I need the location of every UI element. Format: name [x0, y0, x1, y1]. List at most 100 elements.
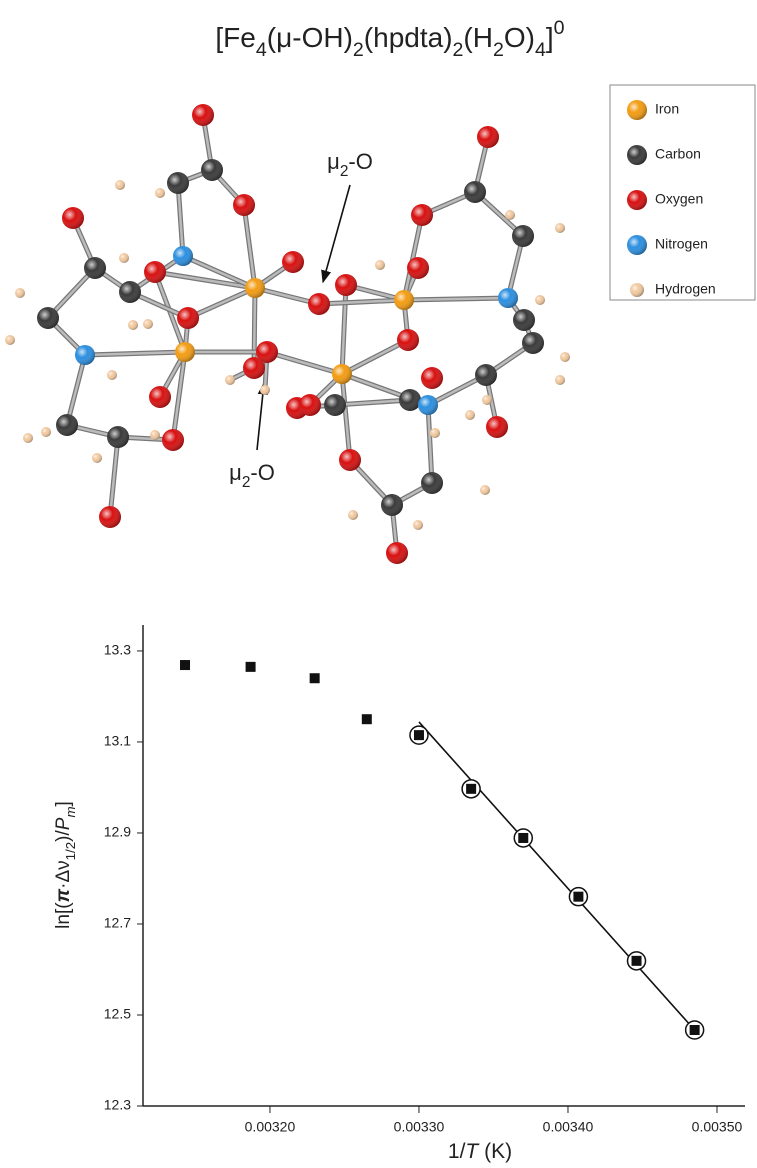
- atom-shine: [175, 342, 195, 362]
- bond: [333, 398, 412, 407]
- legend-swatch-shine: [627, 100, 647, 120]
- bond: [252, 286, 257, 370]
- point: [573, 891, 584, 902]
- atom-shine: [233, 194, 255, 216]
- atom-shine: [308, 293, 330, 315]
- annotation-part: 2: [340, 163, 349, 180]
- atom-shine: [418, 395, 438, 415]
- atom-shine: [256, 341, 278, 363]
- point: [361, 714, 372, 725]
- x-tick-label: 0.00320: [245, 1119, 296, 1135]
- y-tick-label: 12.3: [104, 1097, 131, 1113]
- legend-label: Nitrogen: [655, 236, 708, 252]
- y-axis-label-part: ]: [53, 801, 74, 806]
- bond: [65, 353, 87, 427]
- atom-shine: [167, 172, 189, 194]
- atom-shine: [513, 309, 535, 331]
- y-axis-label-part: P: [53, 817, 74, 830]
- point: [180, 660, 191, 671]
- title-part: 4: [535, 39, 546, 61]
- y-axis-label: ln[(π·Δν1/2)/Pm]: [53, 801, 78, 929]
- annotation-part: -O: [250, 460, 274, 485]
- bond: [46, 266, 97, 320]
- y-tick-label: 12.7: [104, 915, 131, 931]
- x-tick-label: 0.00340: [543, 1119, 594, 1135]
- atom-shine: [324, 394, 346, 416]
- title-part: O): [504, 22, 535, 53]
- atom-shine: [482, 395, 492, 405]
- title-part: ]: [546, 22, 554, 53]
- atom-shine: [399, 389, 421, 411]
- atom-shine: [37, 307, 59, 329]
- y-tick-label: 13.1: [104, 733, 131, 749]
- atom-shine: [335, 274, 357, 296]
- atom-shine: [522, 332, 544, 354]
- title-part: 0: [554, 17, 565, 39]
- atom-shine: [107, 426, 129, 448]
- point: [309, 673, 320, 684]
- atom-shine: [99, 506, 121, 528]
- y-tick-label: 13.3: [104, 642, 131, 658]
- y-tick-label: 12.9: [104, 824, 131, 840]
- atom-shine: [144, 261, 166, 283]
- atom-shine: [119, 281, 141, 303]
- atom-shine: [339, 449, 361, 471]
- point: [631, 955, 642, 966]
- molecule: [5, 104, 570, 564]
- annotation-part: μ: [229, 460, 242, 485]
- bond: [340, 372, 352, 462]
- y-tick-label: 12.5: [104, 1006, 131, 1022]
- atom-shine: [477, 126, 499, 148]
- atom-shine: [225, 375, 235, 385]
- atom-shine: [5, 335, 15, 345]
- title-part: 4: [256, 39, 267, 61]
- atom-shine: [155, 188, 165, 198]
- atom-shine: [23, 433, 33, 443]
- x-axis-label-part: 1/: [448, 1140, 466, 1163]
- atom-shine: [115, 180, 125, 190]
- title-part: 2: [493, 39, 504, 61]
- bond: [108, 435, 120, 519]
- atom-shine: [555, 375, 565, 385]
- atom-shine: [245, 278, 265, 298]
- atom-shine: [411, 204, 433, 226]
- atom-shine: [348, 510, 358, 520]
- point: [245, 661, 256, 672]
- annotation: μ2-O: [327, 149, 373, 180]
- bond: [340, 338, 410, 376]
- atom-shine: [107, 370, 117, 380]
- title-part: (μ-OH): [267, 22, 353, 53]
- annotation-part: 2: [242, 474, 251, 491]
- y-axis-label-part: ·Δν: [53, 860, 74, 889]
- atom-shine: [464, 181, 486, 203]
- bond: [317, 298, 406, 306]
- bond: [242, 203, 257, 290]
- arrow: [321, 184, 351, 284]
- atom-shine: [128, 320, 138, 330]
- bond: [186, 286, 257, 320]
- bond: [426, 403, 434, 485]
- atom-shine: [173, 246, 193, 266]
- atom-shine: [386, 542, 408, 564]
- bond: [265, 350, 344, 376]
- y-axis-label-part: π: [53, 888, 74, 902]
- atom-shine: [381, 494, 403, 516]
- atom-shine: [421, 367, 443, 389]
- title-part: (H: [463, 22, 493, 53]
- annotation-part: -O: [348, 149, 372, 174]
- annotation: μ2-O: [229, 460, 275, 491]
- atom-shine: [41, 427, 51, 437]
- x-axis-label: 1/T (K): [448, 1140, 512, 1163]
- atom-shine: [397, 329, 419, 351]
- legend-label: Iron: [655, 101, 679, 117]
- atom-shine: [92, 453, 102, 463]
- atom-shine: [299, 394, 321, 416]
- atom-shine: [143, 319, 153, 329]
- atom-shine: [505, 210, 515, 220]
- atom-shine: [465, 410, 475, 420]
- point: [413, 730, 424, 741]
- atom-shine: [75, 345, 95, 365]
- y-axis-label-part: )/: [53, 830, 74, 842]
- fit-line: [418, 721, 696, 1031]
